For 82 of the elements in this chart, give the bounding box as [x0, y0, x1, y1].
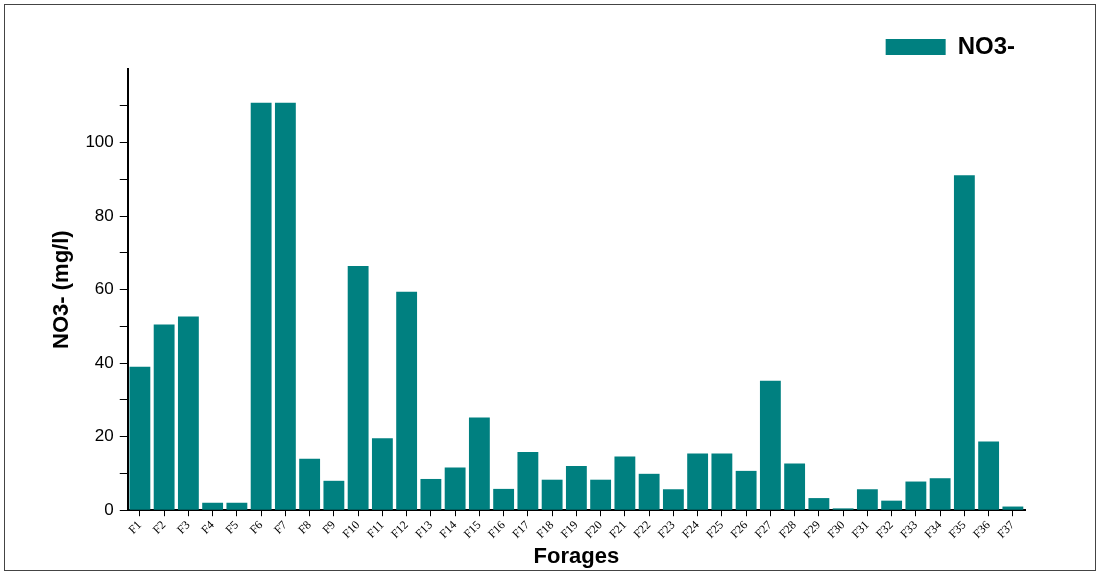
bar: [735, 470, 757, 510]
bar: [784, 463, 806, 510]
legend-label: NO3-: [957, 31, 1016, 59]
x-tick-label: F27: [751, 517, 775, 541]
x-tick-label: F34: [921, 517, 945, 541]
x-tick-label: F19: [557, 517, 581, 541]
x-tick-label: F37: [994, 517, 1018, 541]
x-tick-label: F15: [460, 517, 484, 541]
x-tick-label: F31: [848, 517, 872, 541]
bar: [371, 438, 393, 510]
bar: [517, 452, 539, 510]
x-tick-label: F28: [775, 517, 799, 541]
x-tick-label: F4: [198, 517, 217, 537]
y-tick-label: 40: [94, 352, 114, 372]
x-tick-label: F3: [173, 517, 193, 537]
bar: [759, 380, 781, 510]
x-tick-label: F13: [412, 517, 436, 541]
x-tick-label: F18: [533, 517, 557, 541]
bar: [856, 489, 878, 510]
bar: [953, 175, 975, 510]
x-tick-label: F35: [945, 517, 969, 541]
bar: [274, 102, 296, 510]
bar: [541, 479, 563, 510]
x-tick-label: F6: [246, 517, 266, 537]
bar: [929, 478, 951, 510]
bar: [493, 488, 515, 510]
bar: [978, 441, 1000, 510]
bar: [299, 458, 321, 510]
bar: [347, 266, 369, 510]
bar: [1002, 506, 1024, 510]
y-axis-title: NO3- (mg/l): [48, 230, 74, 349]
x-tick-label: F23: [654, 517, 678, 541]
x-tick-label: F36: [969, 517, 993, 541]
bar: [687, 453, 709, 510]
bar: [226, 502, 248, 510]
bar: [153, 324, 175, 510]
y-tick-label: 60: [94, 279, 114, 299]
bar: [711, 453, 733, 510]
x-tick-label: F11: [363, 517, 387, 541]
x-tick-label: F22: [630, 517, 654, 541]
x-tick-label: F25: [703, 517, 727, 541]
bar: [638, 473, 660, 510]
x-tick-label: F8: [295, 517, 314, 537]
bar: [808, 498, 830, 510]
x-tick-label: F1: [125, 517, 145, 537]
bar: [177, 316, 199, 510]
x-tick-label: F24: [678, 517, 702, 541]
y-tick-label: 100: [85, 132, 114, 152]
x-tick-label: F16: [484, 517, 508, 541]
x-axis-title: Forages: [533, 542, 620, 568]
bar: [202, 502, 224, 510]
x-tick-label: F29: [800, 517, 824, 541]
x-tick-label: F12: [387, 517, 411, 541]
x-tick-label: F7: [270, 517, 290, 537]
bar: [662, 489, 684, 510]
x-tick-label: F21: [606, 517, 630, 541]
bar: [565, 466, 587, 510]
bar: [881, 500, 903, 510]
x-tick-label: F17: [509, 517, 533, 541]
x-tick-label: F26: [727, 517, 751, 541]
bar: [420, 478, 442, 510]
bar: [468, 417, 490, 510]
bar: [614, 456, 636, 510]
x-tick-label: F5: [222, 517, 242, 537]
x-tick-label: F33: [897, 517, 921, 541]
x-tick-label: F20: [581, 517, 605, 541]
bar: [396, 291, 418, 510]
bar: [250, 102, 272, 510]
x-tick-label: F32: [872, 517, 896, 541]
bar: [129, 366, 151, 510]
x-tick-label: F9: [319, 517, 339, 537]
bar: [905, 481, 927, 510]
bar: [444, 467, 466, 510]
x-tick-label: F30: [824, 517, 848, 541]
bar: [590, 479, 612, 510]
x-tick-label: F14: [436, 517, 460, 541]
y-tick-label: 80: [94, 205, 114, 225]
y-tick-label: 0: [104, 499, 114, 519]
bar: [323, 480, 345, 510]
y-tick-label: 20: [94, 426, 114, 446]
x-tick-label: F10: [339, 517, 363, 541]
x-tick-label: F2: [149, 517, 169, 537]
